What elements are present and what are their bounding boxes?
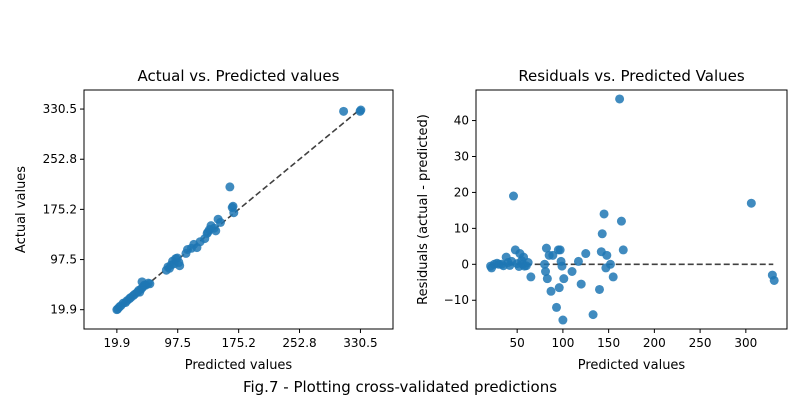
resid-point [769,275,779,285]
resid-point [605,259,615,269]
resid-point [523,258,533,268]
resid-y-tick-label: 40 [454,114,469,128]
resid-x-tick-label: 200 [643,336,666,350]
avp-point [215,217,225,227]
avp-point [211,226,221,236]
avp-point [339,106,349,116]
resid-point [616,216,626,226]
resid-point [548,250,558,260]
avp-title: Actual vs. Predicted values [138,67,340,85]
avp-y-tick-label: 97.5 [50,253,77,267]
resid-point [555,245,565,255]
resid-point [554,283,564,293]
avp-point [175,261,185,271]
avp-reference-line [116,108,361,311]
resid-point [526,272,536,282]
resid-title: Residuals vs. Predicted Values [518,67,745,85]
resid-point [594,284,604,294]
avp-x-tick-label: 19.9 [104,336,131,350]
resid-x-axis-label: Predicted values [578,358,686,373]
avp-y-tick-label: 175.2 [43,202,77,216]
avp-y-tick-label: 252.8 [43,152,77,166]
resid-point [567,266,577,276]
resid-point [546,286,556,296]
avp-x-axis-label: Predicted values [185,358,293,373]
resid-y-tick-label: −10 [444,293,469,307]
resid-point [541,243,551,253]
resid-point [588,310,598,320]
avp-point [225,182,235,192]
resid-x-tick-label: 50 [510,336,525,350]
resid-point [557,261,567,271]
avp-y-axis-label: Actual values [14,166,29,253]
resid-point [608,272,618,282]
resid-point [551,302,561,312]
resid-x-tick-label: 250 [689,336,712,350]
avp-points [112,105,366,315]
resid-point [581,249,591,259]
resid-point [573,256,583,266]
avp-x-tick-label: 97.5 [164,336,191,350]
resid-point [558,315,568,325]
avp-point [145,279,155,289]
resid-point [540,259,550,269]
avp-x-tick-label: 175.2 [221,336,255,350]
resid-point [599,209,609,219]
avp-point [137,277,147,287]
resid-point [576,279,586,289]
resid-point [746,198,756,208]
resid-point [597,229,607,239]
resid-point [542,274,552,284]
avp-panel: Actual vs. Predicted values 19.9 97.5 175.2… [14,67,394,373]
resid-point [615,94,625,104]
avp-point [229,208,239,218]
avp-y-tick-label: 330.5 [43,102,77,116]
figure-caption: Fig.7 - Plotting cross-validated predict… [242,378,558,396]
avp-point [356,105,366,115]
avp-x-tick-label: 330.5 [343,336,377,350]
resid-point [541,266,551,276]
resid-y-tick-label: 10 [454,221,469,235]
resid-x-tick-label: 100 [551,336,574,350]
resid-x-tick-label: 150 [597,336,620,350]
resid-point [559,274,569,284]
resid-point [618,245,628,255]
resid-y-tick-label: 0 [461,257,469,271]
resid-y-tick-label: 30 [454,149,469,163]
avp-y-tick-label: 19.9 [50,303,77,317]
resid-point [602,250,612,260]
avp-x-tick-label: 252.8 [282,336,316,350]
resid-axes-frame [475,89,788,330]
resid-y-axis-label: Residuals (actual - predicted) [416,114,431,305]
resid-point [509,191,519,201]
resid-points [486,94,779,325]
resid-y-tick-label: 20 [454,185,469,199]
resid-x-tick-label: 300 [734,336,757,350]
